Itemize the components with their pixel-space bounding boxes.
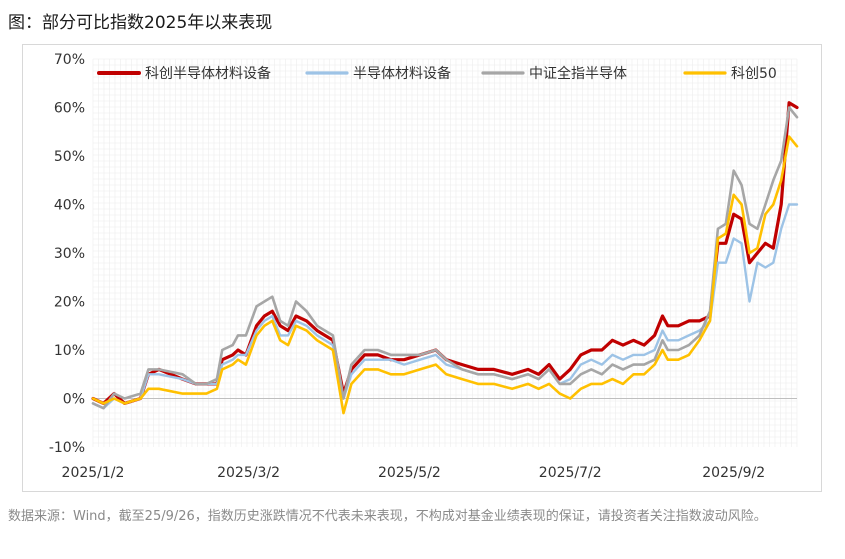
y-tick-label: 40% xyxy=(54,198,85,214)
figure-title: 图：部分可比指数2025年以来表现 xyxy=(8,13,273,33)
grid xyxy=(92,58,798,447)
legend-label: 科创50 xyxy=(731,66,777,82)
y-tick-label: 20% xyxy=(54,295,85,311)
y-tick-label: 70% xyxy=(54,52,85,68)
y-tick-label: 0% xyxy=(63,392,85,408)
legend-label: 中证全指半导体 xyxy=(529,65,627,82)
y-tick-label: 10% xyxy=(54,343,85,359)
line-chart: -10% 0% 10% 20% 30% 40% 50% 60% 70% 2025/1/2 2025/… xyxy=(49,52,799,481)
source-note: 数据来源：Wind，截至25/9/26，指数历史涨跌情况不代表未来表现，不构成对… xyxy=(8,509,767,524)
series-line-4 xyxy=(91,135,799,415)
y-tick-label: 60% xyxy=(54,101,85,117)
y-tick-label: 30% xyxy=(54,246,85,262)
y-tick-label: 50% xyxy=(54,149,85,165)
legend-label: 科创半导体材料设备 xyxy=(145,65,271,82)
x-tick-label: 2025/7/2 xyxy=(539,465,602,481)
chart-container: -10% 0% 10% 20% 30% 40% 50% 60% 70% 2025/1/2 2025/… xyxy=(22,44,822,492)
legend-label: 半导体材料设备 xyxy=(353,65,451,82)
x-tick-label: 2025/1/2 xyxy=(62,465,125,481)
x-tick-label: 2025/9/2 xyxy=(702,465,765,481)
x-tick-label: 2025/3/2 xyxy=(217,465,280,481)
y-tick-label: -10% xyxy=(49,440,85,456)
x-tick-label: 2025/5/2 xyxy=(378,465,441,481)
